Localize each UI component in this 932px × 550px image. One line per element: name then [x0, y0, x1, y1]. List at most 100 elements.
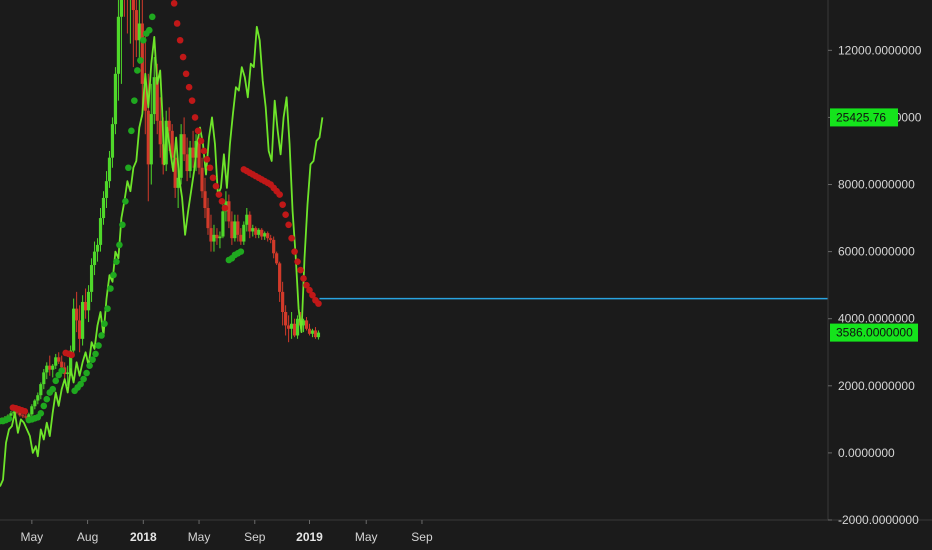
candle [263, 231, 267, 240]
candle-body [179, 134, 183, 178]
y-tick-label: 4000.0000000 [838, 312, 915, 326]
candle [51, 364, 55, 378]
candle [215, 228, 219, 245]
candle-body [245, 214, 249, 225]
sar-dot [237, 248, 245, 255]
candle [218, 231, 222, 249]
candle-body [42, 372, 46, 385]
candle-body [104, 181, 109, 198]
candle [242, 221, 246, 245]
candle-body [113, 73, 118, 125]
price-badge-box [830, 323, 918, 342]
sar-dot [303, 281, 310, 289]
candle [188, 140, 192, 178]
candle [251, 224, 255, 237]
sar-dot [212, 182, 220, 190]
candle-body [257, 229, 261, 235]
candle-body [75, 308, 79, 321]
x-axis-labels: May Aug 2018 May Sep 2019 May Sep [21, 530, 433, 544]
candle [254, 226, 258, 239]
candle [24, 413, 28, 420]
x-tick-label: Sep [411, 530, 433, 544]
sar-dot [282, 211, 289, 219]
candle-body [236, 221, 240, 235]
sar-dot [297, 266, 304, 274]
candle [83, 288, 88, 319]
candle-body [72, 308, 76, 351]
candle [33, 399, 37, 410]
candle [89, 258, 94, 302]
candle-body [170, 130, 174, 158]
candle-body [191, 147, 195, 158]
price-badge-label: 3586.0000000 [836, 326, 913, 340]
sar-dot [83, 369, 90, 377]
candle-body [101, 197, 106, 219]
candle [287, 315, 291, 343]
sar-dot [131, 97, 138, 104]
candle-body [116, 16, 121, 74]
candle [92, 241, 97, 276]
candle [209, 214, 213, 252]
candle-body [78, 320, 82, 339]
candle-body [185, 154, 189, 172]
candle-body [188, 147, 192, 172]
sar-dot [306, 286, 313, 294]
candle-body [248, 214, 252, 232]
candle-body [292, 323, 297, 336]
candle-body [212, 234, 216, 242]
candle-body [18, 412, 22, 416]
candle [292, 318, 297, 338]
sar-dot [86, 362, 93, 369]
candle-body [86, 291, 91, 311]
sar-dot [116, 241, 123, 249]
candle-body [119, 0, 124, 17]
sar-dot [107, 285, 114, 292]
candle-body [107, 157, 112, 182]
y-tick-label: 2000.0000000 [838, 379, 915, 393]
sar-dot [200, 147, 208, 155]
sar-dot [40, 402, 48, 410]
candle-body [254, 228, 258, 235]
x-tick-label: Sep [244, 530, 266, 544]
candle [289, 312, 294, 339]
candle-body [54, 357, 58, 366]
price-badge-box [830, 108, 898, 127]
candle-body [200, 167, 204, 192]
candle-body [21, 415, 25, 417]
sar-dot [291, 248, 298, 255]
sar-dot [119, 221, 126, 229]
candle-body [36, 395, 40, 401]
candle-body [278, 263, 282, 292]
candle-body [27, 414, 31, 418]
sar-dot [185, 83, 193, 91]
candle-body [304, 320, 309, 329]
sar-dot [203, 156, 211, 163]
candle-body [12, 411, 16, 414]
candle [275, 251, 279, 266]
candle [272, 236, 276, 259]
sar-dot [43, 395, 51, 403]
sar-dot [179, 53, 187, 61]
sar-dot [209, 174, 217, 182]
sar-dot [315, 300, 322, 307]
candle [101, 191, 106, 225]
candle-body [218, 236, 222, 239]
candle-body [266, 233, 270, 239]
candle [313, 327, 318, 339]
candle [295, 315, 300, 339]
candle-body [269, 238, 273, 240]
sar-dot [128, 127, 135, 135]
x-tick-label: 2018 [130, 530, 157, 544]
candle-body [48, 365, 52, 370]
candle-body [182, 134, 186, 155]
candle-body [251, 228, 255, 232]
candle [78, 305, 82, 353]
candle-body [295, 318, 300, 336]
candle [110, 117, 115, 168]
x-tick-label: May [21, 530, 44, 544]
sar-dot [191, 114, 199, 121]
candle [278, 261, 282, 302]
candle-body [57, 357, 61, 362]
candle [137, 0, 141, 64]
sar-dot [49, 385, 57, 393]
